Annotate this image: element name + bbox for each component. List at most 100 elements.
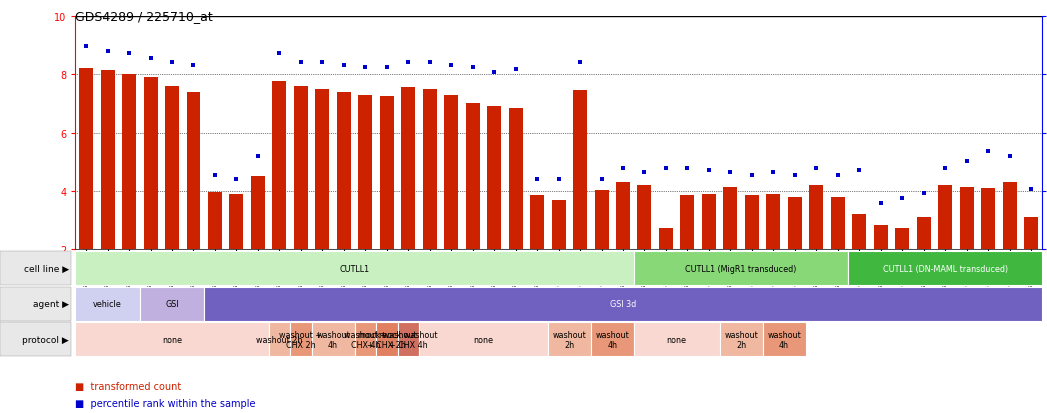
Text: CUTLL1 (MigR1 transduced): CUTLL1 (MigR1 transduced) xyxy=(686,264,797,273)
Point xyxy=(529,177,545,183)
Text: mock washout
+ CHX 2h: mock washout + CHX 2h xyxy=(357,330,416,349)
Text: none: none xyxy=(473,335,493,344)
Point xyxy=(421,60,438,66)
Bar xyxy=(917,218,931,250)
Bar xyxy=(208,193,222,250)
Bar xyxy=(186,93,200,250)
Bar xyxy=(101,71,114,250)
Point xyxy=(314,60,331,66)
Point xyxy=(915,190,932,197)
Text: agent ▶: agent ▶ xyxy=(34,299,69,309)
Point xyxy=(829,172,846,178)
Text: washout +
CHX 4h: washout + CHX 4h xyxy=(343,330,386,349)
Text: washout 2h: washout 2h xyxy=(257,335,303,344)
Bar xyxy=(251,177,265,250)
Point xyxy=(851,167,868,174)
Text: protocol ▶: protocol ▶ xyxy=(22,335,69,344)
Point xyxy=(808,165,825,171)
Bar xyxy=(380,97,394,250)
Point xyxy=(680,165,696,171)
Text: CUTLL1: CUTLL1 xyxy=(339,264,370,273)
Bar xyxy=(616,183,630,250)
Point xyxy=(765,170,782,176)
Point xyxy=(163,60,180,66)
Point xyxy=(142,55,159,62)
Point xyxy=(572,60,588,66)
Bar xyxy=(573,91,587,250)
Point xyxy=(743,172,760,178)
Text: GDS4289 / 225710_at: GDS4289 / 225710_at xyxy=(75,10,214,23)
Point xyxy=(700,167,717,174)
Text: vehicle: vehicle xyxy=(93,299,121,309)
Point xyxy=(292,60,309,66)
Point xyxy=(1001,153,1018,160)
Text: CUTLL1 (DN-MAML transduced): CUTLL1 (DN-MAML transduced) xyxy=(883,264,1007,273)
Bar xyxy=(981,189,995,250)
Text: washout
2h: washout 2h xyxy=(725,330,758,349)
Text: GSI: GSI xyxy=(165,299,179,309)
Point xyxy=(228,177,245,183)
Bar xyxy=(80,69,93,250)
Text: ■  percentile rank within the sample: ■ percentile rank within the sample xyxy=(75,398,255,408)
Bar xyxy=(337,93,351,250)
Bar xyxy=(423,90,437,250)
Bar xyxy=(787,197,802,250)
Bar xyxy=(960,187,974,250)
Point xyxy=(658,165,674,171)
Point xyxy=(464,64,481,71)
Point xyxy=(894,195,911,202)
Bar xyxy=(681,196,694,250)
Text: washout
4h: washout 4h xyxy=(316,330,350,349)
Point xyxy=(1023,186,1040,192)
Bar xyxy=(830,197,845,250)
Bar xyxy=(401,88,416,250)
Point xyxy=(637,170,653,176)
Bar xyxy=(229,195,243,250)
Point xyxy=(551,177,567,183)
Text: GSI 3d: GSI 3d xyxy=(609,299,637,309)
Bar xyxy=(1003,183,1017,250)
Point xyxy=(507,67,524,74)
Text: ■  transformed count: ■ transformed count xyxy=(75,381,181,391)
Point xyxy=(937,165,954,171)
Bar xyxy=(294,87,308,250)
Text: mock washout
+ CHX 4h: mock washout + CHX 4h xyxy=(379,330,438,349)
Bar xyxy=(165,87,179,250)
Bar xyxy=(444,95,459,250)
Bar xyxy=(744,196,759,250)
Point xyxy=(335,62,352,69)
Text: washout +
CHX 2h: washout + CHX 2h xyxy=(280,330,322,349)
Point xyxy=(249,153,266,160)
Bar xyxy=(122,75,136,250)
Bar xyxy=(766,195,780,250)
Bar xyxy=(895,228,909,250)
Bar xyxy=(272,82,287,250)
Point xyxy=(615,165,631,171)
Bar xyxy=(315,90,330,250)
Bar xyxy=(552,200,565,250)
Point xyxy=(872,200,889,206)
Point xyxy=(99,48,116,55)
Point xyxy=(786,172,803,178)
Bar xyxy=(874,225,888,250)
Point xyxy=(486,69,503,76)
Bar xyxy=(358,95,373,250)
Point xyxy=(594,177,610,183)
Text: none: none xyxy=(667,335,687,344)
Bar xyxy=(938,186,952,250)
Bar xyxy=(143,78,157,250)
Point xyxy=(722,170,739,176)
Point xyxy=(271,50,288,57)
Bar xyxy=(638,186,651,250)
Bar xyxy=(701,195,716,250)
Bar xyxy=(852,215,866,250)
Point xyxy=(378,64,395,71)
Bar xyxy=(487,107,502,250)
Bar xyxy=(723,187,737,250)
Bar xyxy=(595,190,608,250)
Point xyxy=(980,149,997,155)
Point xyxy=(958,158,975,164)
Point xyxy=(400,60,417,66)
Text: washout
4h: washout 4h xyxy=(596,330,629,349)
Bar xyxy=(659,228,673,250)
